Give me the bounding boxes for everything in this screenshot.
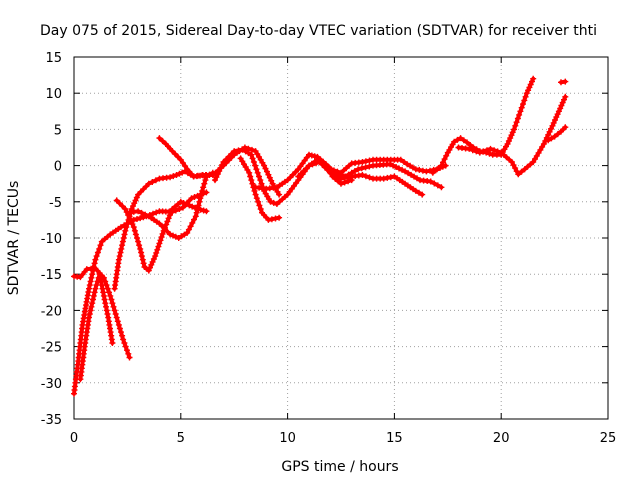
x-tick-label: 0 [70, 431, 78, 446]
y-tick-label: -5 [49, 196, 62, 211]
y-tick-label: 10 [45, 87, 62, 102]
data-series-track-11 [295, 159, 426, 198]
plus-markers [295, 159, 426, 198]
x-tick-label: 25 [600, 431, 617, 446]
y-tick-label: 0 [54, 160, 62, 175]
data-series-track-1 [71, 189, 210, 397]
x-tick-label: 20 [493, 431, 510, 446]
x-axis-label: GPS time / hours [281, 459, 398, 475]
y-tick-label: 15 [45, 51, 62, 66]
x-tick-label: 15 [386, 431, 403, 446]
y-tick-label: -10 [41, 232, 62, 247]
data-series-track-4 [111, 168, 210, 292]
plus-markers [237, 155, 283, 223]
y-axis-label: SDTVAR / TECUs [6, 181, 22, 296]
data-series-track-6 [126, 169, 216, 241]
series-trail [112, 169, 209, 291]
axis-ticks: 0 5 10 15 20 25 -35 -30 -25 -20 -15 -10 -5 0 5 10 15 [41, 51, 617, 446]
grid-lines [74, 57, 608, 419]
plus-markers [71, 189, 210, 397]
data-series [71, 75, 569, 397]
plus-markers [545, 124, 569, 144]
x-tick-label: 5 [177, 431, 185, 446]
data-series-track-9 [237, 155, 283, 223]
plus-markers [429, 75, 537, 176]
y-tick-label: -25 [41, 341, 62, 356]
plus-markers [126, 169, 216, 241]
plus-markers [77, 271, 116, 383]
data-series-track-16 [558, 78, 569, 86]
x-tick-label: 10 [279, 431, 296, 446]
y-tick-label: -15 [41, 268, 62, 283]
y-tick-label: -35 [41, 413, 62, 428]
plus-markers [111, 168, 210, 292]
y-tick-label: 5 [54, 123, 62, 138]
chart-title: Day 075 of 2015, Sidereal Day-to-day VTE… [40, 23, 597, 39]
y-tick-label: -30 [41, 377, 62, 392]
plus-markers [558, 78, 569, 86]
data-series-track-2 [71, 265, 133, 361]
plus-markers [71, 265, 133, 361]
data-series-track-15 [545, 124, 569, 144]
data-series-track-13 [429, 75, 537, 176]
data-series-track-3 [77, 271, 116, 383]
y-tick-label: -20 [41, 304, 62, 319]
